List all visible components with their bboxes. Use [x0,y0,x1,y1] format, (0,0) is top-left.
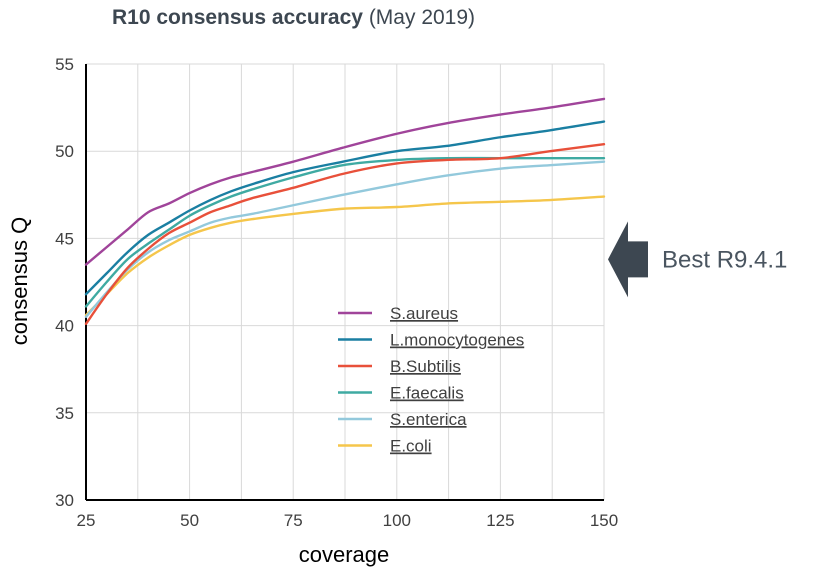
chart-title-bold: R10 consensus accuracy [112,6,363,29]
x-tick-label: 150 [590,511,618,530]
grid [86,63,605,500]
legend-label-s-aureus: S.aureus [390,304,458,323]
x-tick-label: 75 [284,511,303,530]
series-lines [84,97,606,326]
y-tick-label: 45 [55,229,74,248]
x-tick-label: 25 [77,511,96,530]
series-line-e-coli [84,195,606,317]
chart-title: R10 consensus accuracy (May 2019) [112,6,475,29]
series-line-l-monocytogenes [84,120,606,296]
y-tick-label: 40 [55,317,74,336]
x-tick-label: 125 [486,511,514,530]
series-line-s-enterica [84,160,606,319]
annotation-text: Best R9.4.1 [662,246,787,273]
best-r941-annotation: Best R9.4.1 [608,221,787,298]
axes [85,64,604,501]
series-line-b-subtilis [84,143,606,326]
y-tick-label: 35 [55,404,74,423]
y-tick-label: 30 [55,491,74,510]
legend: S.aureus L.monocytogenes B.Subtilis E.faeca… [338,304,524,456]
x-tick-label: 100 [383,511,411,530]
x-axis-label: coverage [299,542,390,567]
y-tick-label: 55 [55,55,74,74]
tick-labels: 25 50 75 100 125 150 30 35 40 45 50 55 [55,55,618,530]
left-arrow-icon [608,221,648,298]
chart-title-rest: (May 2019) [363,6,475,29]
legend-label-e-coli: E.coli [390,437,432,456]
x-tick-label: 50 [180,511,199,530]
legend-label-e-faecalis: E.faecalis [390,384,464,403]
series-line-s-aureus [84,97,606,266]
legend-label-b-subtilis: B.Subtilis [390,357,461,376]
legend-label-l-monocytogenes: L.monocytogenes [390,331,524,350]
y-tick-label: 50 [55,142,74,161]
y-axis-label: consensus Q [7,217,32,345]
legend-label-s-enterica: S.enterica [390,410,467,429]
